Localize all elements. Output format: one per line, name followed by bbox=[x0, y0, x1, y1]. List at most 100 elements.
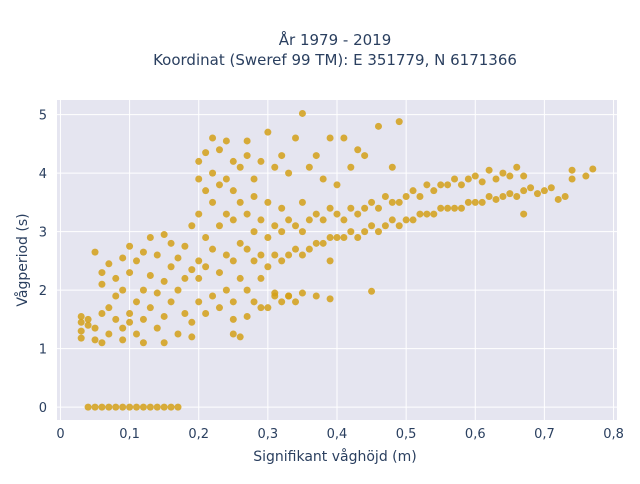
scatter-point bbox=[354, 210, 362, 218]
scatter-point bbox=[222, 137, 230, 145]
scatter-point bbox=[374, 122, 382, 130]
scatter-point bbox=[478, 178, 486, 186]
scatter-point bbox=[139, 248, 147, 256]
scatter-point bbox=[222, 286, 230, 294]
scatter-point bbox=[513, 163, 521, 171]
scatter-point bbox=[257, 251, 265, 259]
scatter-point bbox=[464, 198, 472, 206]
scatter-point bbox=[105, 403, 113, 411]
scatter-point bbox=[478, 198, 486, 206]
scatter-point bbox=[506, 190, 514, 198]
scatter-point bbox=[312, 292, 320, 300]
scatter-point bbox=[195, 157, 203, 165]
scatter-point bbox=[409, 216, 417, 224]
scatter-point bbox=[119, 336, 127, 344]
scatter-point bbox=[271, 289, 279, 297]
scatter-point bbox=[222, 210, 230, 218]
scatter-point bbox=[222, 175, 230, 183]
scatter-point bbox=[388, 216, 396, 224]
x-tick-label: 0,5 bbox=[396, 427, 417, 442]
scatter-point bbox=[347, 204, 355, 212]
scatter-point bbox=[202, 187, 210, 195]
scatter-point bbox=[112, 403, 120, 411]
scatter-point bbox=[257, 304, 265, 312]
scatter-point bbox=[471, 172, 479, 180]
scatter-point bbox=[485, 166, 493, 174]
scatter-point bbox=[368, 198, 376, 206]
scatter-point bbox=[133, 298, 141, 306]
scatter-point bbox=[388, 163, 396, 171]
scatter-point bbox=[264, 233, 272, 241]
scatter-point bbox=[312, 239, 320, 247]
scatter-point bbox=[77, 312, 85, 320]
scatter-point bbox=[98, 280, 106, 288]
scatter-point bbox=[264, 304, 272, 312]
scatter-point bbox=[395, 222, 403, 230]
scatter-point bbox=[368, 222, 376, 230]
scatter-point bbox=[195, 175, 203, 183]
scatter-point bbox=[209, 198, 217, 206]
scatter-point bbox=[319, 239, 327, 247]
scatter-point bbox=[354, 233, 362, 241]
scatter-point bbox=[416, 193, 424, 201]
scatter-point bbox=[292, 222, 300, 230]
scatter-point bbox=[160, 231, 168, 239]
y-tick-label: 0 bbox=[39, 401, 47, 416]
scatter-point bbox=[319, 216, 327, 224]
scatter-point bbox=[582, 172, 590, 180]
scatter-point bbox=[105, 304, 113, 312]
scatter-point bbox=[215, 146, 223, 154]
scatter-point bbox=[243, 245, 251, 253]
scatter-point bbox=[105, 330, 113, 338]
scatter-point bbox=[520, 210, 528, 218]
scatter-point bbox=[374, 204, 382, 212]
scatter-point bbox=[209, 169, 217, 177]
scatter-point bbox=[292, 134, 300, 142]
scatter-point bbox=[236, 163, 244, 171]
scatter-point bbox=[202, 263, 210, 271]
scatter-point bbox=[153, 403, 161, 411]
scatter-point bbox=[271, 251, 279, 259]
scatter-point bbox=[361, 152, 369, 160]
scatter-point bbox=[243, 137, 251, 145]
x-tick-label: 0,1 bbox=[119, 427, 140, 442]
scatter-point bbox=[423, 210, 431, 218]
scatter-point bbox=[298, 289, 306, 297]
scatter-point bbox=[257, 216, 265, 224]
scatter-point bbox=[368, 287, 376, 295]
scatter-point bbox=[333, 233, 341, 241]
scatter-point bbox=[561, 193, 569, 201]
scatter-point bbox=[416, 210, 424, 218]
scatter-point bbox=[340, 134, 348, 142]
scatter-point bbox=[278, 152, 286, 160]
scatter-point bbox=[188, 333, 196, 341]
scatter-point bbox=[243, 286, 251, 294]
scatter-point bbox=[153, 251, 161, 259]
scatter-point bbox=[77, 327, 85, 335]
scatter-point bbox=[243, 210, 251, 218]
scatter-point bbox=[568, 175, 576, 183]
chart-subtitle: Koordinat (Sweref 99 TM): E 351779, N 61… bbox=[153, 51, 517, 69]
scatter-point bbox=[381, 222, 389, 230]
x-tick-labels: 0 0,1 0,2 0,3 0,4 0,5 0,6 0,7 0,8 bbox=[56, 427, 624, 442]
scatter-point bbox=[361, 204, 369, 212]
scatter-point bbox=[395, 118, 403, 126]
scatter-point bbox=[229, 315, 237, 323]
scatter-point bbox=[236, 274, 244, 282]
scatter-point bbox=[167, 298, 175, 306]
scatter-point bbox=[298, 198, 306, 206]
scatter-point bbox=[381, 193, 389, 201]
scatter-point bbox=[319, 175, 327, 183]
scatter-point bbox=[229, 187, 237, 195]
scatter-point bbox=[133, 257, 141, 265]
scatter-point bbox=[139, 403, 147, 411]
scatter-point bbox=[126, 242, 134, 250]
scatter-point bbox=[305, 216, 313, 224]
scatter-point bbox=[285, 216, 293, 224]
scatter-point bbox=[84, 403, 92, 411]
scatter-point bbox=[243, 152, 251, 160]
scatter-point bbox=[326, 233, 334, 241]
scatter-point bbox=[174, 330, 182, 338]
scatter-point bbox=[312, 152, 320, 160]
